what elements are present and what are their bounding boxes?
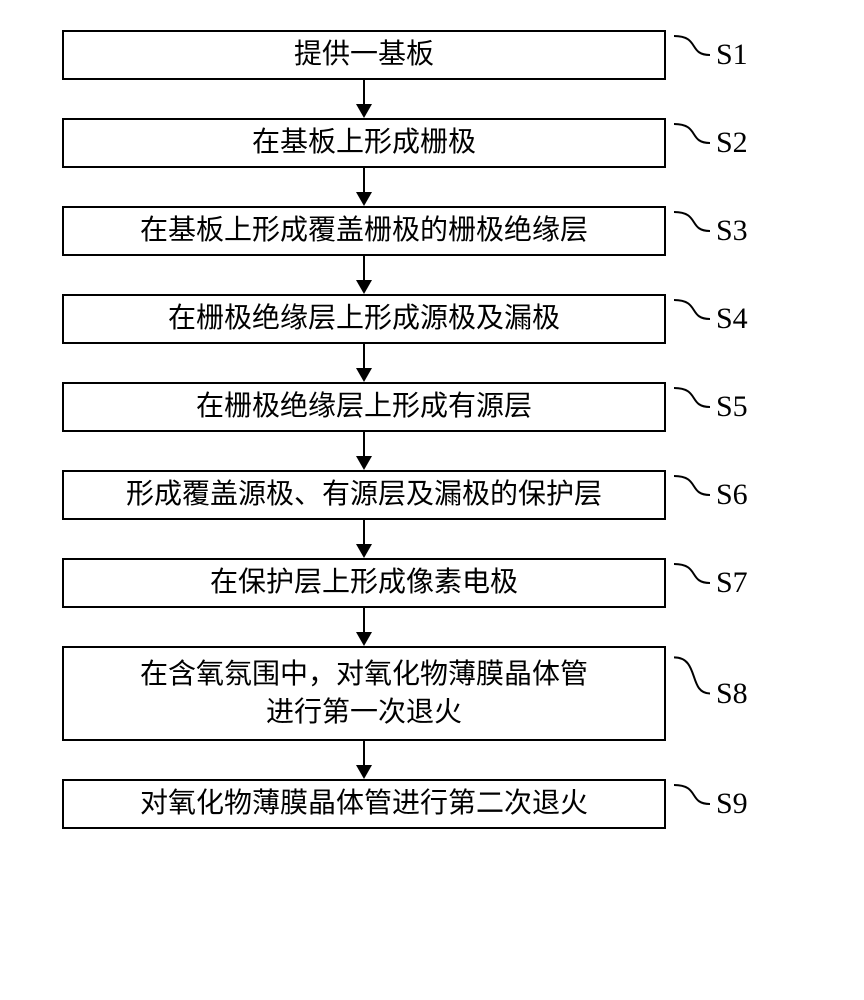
curve-icon (672, 470, 712, 520)
step-text-line: 提供一基板 (294, 36, 434, 74)
arrow-connector (62, 256, 666, 294)
step-text-line: 在基板上形成覆盖栅极的栅极绝缘层 (140, 212, 588, 250)
step-label-connector: S5 (672, 382, 748, 432)
step-box: 对氧化物薄膜晶体管进行第二次退火 (62, 779, 666, 829)
step-label: S6 (716, 478, 748, 512)
step-label-connector: S7 (672, 558, 748, 608)
arrow-line (363, 80, 365, 104)
step-row: 提供一基板 S1 (50, 30, 810, 80)
step-text: 形成覆盖源极、有源层及漏极的保护层 (126, 476, 602, 514)
step-box: 在基板上形成栅极 (62, 118, 666, 168)
step-box: 形成覆盖源极、有源层及漏极的保护层 (62, 470, 666, 520)
step-text-line: 进行第一次退火 (140, 694, 588, 732)
step-row: 在含氧氛围中，对氧化物薄膜晶体管进行第一次退火 S8 (50, 646, 810, 741)
step-row: 在栅极绝缘层上形成有源层 S5 (50, 382, 810, 432)
arrow-head-icon (356, 765, 372, 779)
step-label: S5 (716, 390, 748, 424)
step-text-line: 在栅极绝缘层上形成源极及漏极 (168, 300, 560, 338)
step-text-line: 在保护层上形成像素电极 (210, 564, 518, 602)
step-box: 提供一基板 (62, 30, 666, 80)
step-text: 在保护层上形成像素电极 (210, 564, 518, 602)
step-box: 在含氧氛围中，对氧化物薄膜晶体管进行第一次退火 (62, 646, 666, 741)
curve-icon (672, 30, 712, 80)
step-label-connector: S2 (672, 118, 748, 168)
arrow-head-icon (356, 544, 372, 558)
arrow-line (363, 520, 365, 544)
step-row: 形成覆盖源极、有源层及漏极的保护层 S6 (50, 470, 810, 520)
step-label: S1 (716, 38, 748, 72)
step-text-line: 在栅极绝缘层上形成有源层 (196, 388, 532, 426)
curve-icon (672, 779, 712, 829)
step-box: 在基板上形成覆盖栅极的栅极绝缘层 (62, 206, 666, 256)
step-text-line: 在含氧氛围中，对氧化物薄膜晶体管 (140, 656, 588, 694)
curve-icon (672, 382, 712, 432)
step-text: 在含氧氛围中，对氧化物薄膜晶体管进行第一次退火 (140, 656, 588, 732)
step-label: S9 (716, 787, 748, 821)
arrow-head-icon (356, 368, 372, 382)
step-label-connector: S1 (672, 30, 748, 80)
step-label: S8 (716, 677, 748, 711)
arrow-line (363, 608, 365, 632)
step-text-line: 对氧化物薄膜晶体管进行第二次退火 (140, 785, 588, 823)
step-text: 对氧化物薄膜晶体管进行第二次退火 (140, 785, 588, 823)
step-label-connector: S9 (672, 779, 748, 829)
curve-icon (672, 118, 712, 168)
arrow-connector (62, 168, 666, 206)
arrow-line (363, 432, 365, 456)
step-label: S2 (716, 126, 748, 160)
step-box: 在栅极绝缘层上形成有源层 (62, 382, 666, 432)
arrow-head-icon (356, 104, 372, 118)
arrow-connector (62, 608, 666, 646)
step-text: 在基板上形成覆盖栅极的栅极绝缘层 (140, 212, 588, 250)
step-text: 在栅极绝缘层上形成源极及漏极 (168, 300, 560, 338)
step-row: 在保护层上形成像素电极 S7 (50, 558, 810, 608)
arrow-head-icon (356, 456, 372, 470)
arrow-line (363, 168, 365, 192)
step-row: 在基板上形成栅极 S2 (50, 118, 810, 168)
step-label-connector: S4 (672, 294, 748, 344)
step-box: 在栅极绝缘层上形成源极及漏极 (62, 294, 666, 344)
step-text-line: 在基板上形成栅极 (252, 124, 476, 162)
arrow-head-icon (356, 192, 372, 206)
arrow-line (363, 256, 365, 280)
arrow-head-icon (356, 632, 372, 646)
step-text-line: 形成覆盖源极、有源层及漏极的保护层 (126, 476, 602, 514)
step-box: 在保护层上形成像素电极 (62, 558, 666, 608)
arrow-connector (62, 80, 666, 118)
curve-icon (672, 294, 712, 344)
step-label: S4 (716, 302, 748, 336)
step-row: 对氧化物薄膜晶体管进行第二次退火 S9 (50, 779, 810, 829)
arrow-connector (62, 741, 666, 779)
arrow-line (363, 741, 365, 765)
step-row: 在基板上形成覆盖栅极的栅极绝缘层 S3 (50, 206, 810, 256)
step-text: 在基板上形成栅极 (252, 124, 476, 162)
arrow-line (363, 344, 365, 368)
arrow-connector (62, 344, 666, 382)
curve-icon (672, 206, 712, 256)
step-label-connector: S3 (672, 206, 748, 256)
step-label-connector: S8 (672, 646, 748, 741)
step-text: 提供一基板 (294, 36, 434, 74)
flowchart-container: 提供一基板 S1 在基板上形成栅极 S2 在基板上形成覆盖栅极的栅极绝缘层 S3 在栅极绝缘… (50, 30, 810, 829)
curve-icon (672, 646, 712, 741)
step-label: S3 (716, 214, 748, 248)
step-label: S7 (716, 566, 748, 600)
curve-icon (672, 558, 712, 608)
step-text: 在栅极绝缘层上形成有源层 (196, 388, 532, 426)
arrow-head-icon (356, 280, 372, 294)
step-row: 在栅极绝缘层上形成源极及漏极 S4 (50, 294, 810, 344)
step-label-connector: S6 (672, 470, 748, 520)
arrow-connector (62, 432, 666, 470)
arrow-connector (62, 520, 666, 558)
